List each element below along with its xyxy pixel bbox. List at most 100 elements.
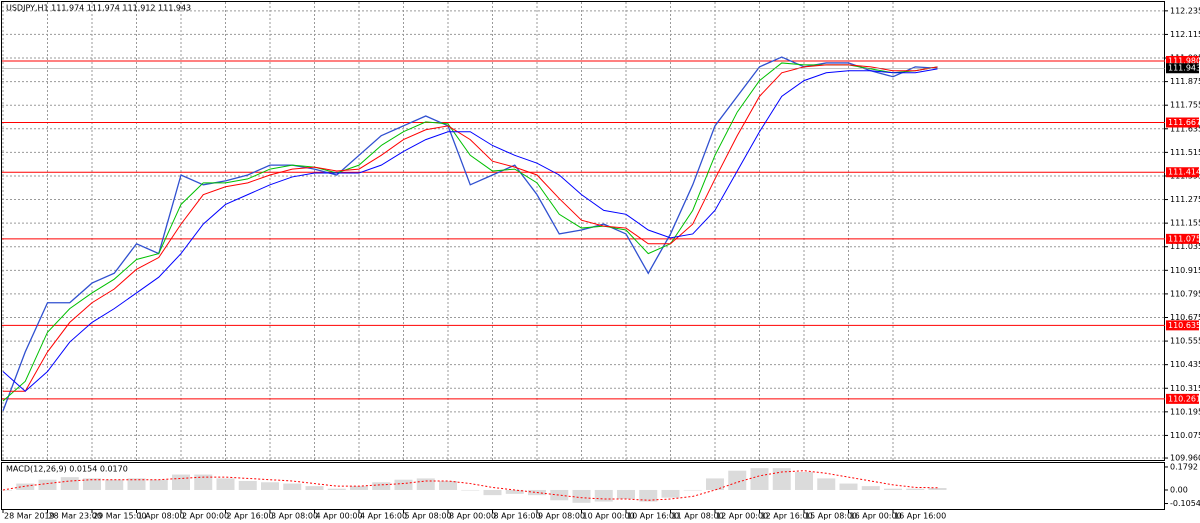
macd-bar — [661, 489, 680, 498]
macd-bar — [172, 474, 190, 490]
macd-title: MACD(12,26,9) 0.0154 0.0170 — [6, 465, 128, 474]
signal-line — [2, 470, 938, 501]
macd-bar — [817, 478, 836, 490]
level-label-box — [1166, 233, 1199, 244]
macd-bar — [216, 478, 235, 490]
level-label-box — [1166, 167, 1199, 178]
macd-bar — [505, 489, 524, 494]
macd-bar — [38, 479, 57, 490]
y-tick-label: 110.315 — [1170, 384, 1200, 393]
x-tick-label: 29 Mar 15:00 — [93, 512, 146, 521]
y-tick-label: 0.00 — [1170, 485, 1188, 494]
y-tick-label: 111.515 — [1170, 148, 1200, 157]
macd-bar — [572, 489, 591, 503]
macd-bar — [617, 489, 635, 499]
x-tick-label: 2 Apr 16:00 — [227, 512, 274, 521]
level-label-box — [1166, 320, 1199, 331]
macd-bar — [238, 480, 257, 490]
y-tick-label: 110.915 — [1170, 266, 1200, 275]
level-label: 111.667 — [1168, 118, 1200, 127]
y-tick-label: 112.115 — [1170, 30, 1200, 39]
macd-bar — [83, 478, 101, 490]
macd-bar — [261, 482, 279, 490]
x-tick-label: 10 Apr 00:00 — [583, 512, 635, 521]
x-tick-label: 4 Apr 16:00 — [360, 512, 407, 521]
macd-bar — [350, 486, 368, 490]
macd-bar — [127, 478, 146, 490]
x-tick-label: 28 Mar 23:00 — [49, 512, 102, 521]
macd-bar — [906, 488, 925, 490]
y-tick-label: 110.795 — [1170, 289, 1200, 298]
macd-bar — [16, 483, 35, 490]
macd-bar — [0, 489, 12, 491]
macd-bar — [483, 489, 502, 496]
x-tick-label: 2 Apr 00:00 — [182, 512, 229, 521]
macd-bar — [283, 483, 302, 490]
y-tick-label: 111.275 — [1170, 195, 1200, 204]
last-price-label: 111.943 — [1168, 64, 1200, 73]
x-tick-label: 15 Apr 08:00 — [805, 512, 857, 521]
x-tick-label: 3 Apr 08:00 — [271, 512, 318, 521]
macd-bar — [439, 480, 457, 490]
y-tick-label: 110.195 — [1170, 407, 1200, 416]
x-tick-label: 12 Apr 16:00 — [761, 512, 813, 521]
level-label: 111.414 — [1168, 168, 1200, 177]
y-tick-label: -0.1054 — [1170, 499, 1200, 508]
macd-bar — [550, 489, 569, 501]
macd-bar — [884, 488, 902, 490]
macd-bar — [639, 489, 658, 502]
macd-bar — [594, 489, 613, 502]
macd-panel — [1, 462, 1165, 510]
x-tick-label: 12 Apr 00:00 — [716, 512, 768, 521]
y-tick-label: 110.435 — [1170, 360, 1200, 369]
macd-bar — [327, 488, 346, 490]
x-tick-label: 1 Apr 08:00 — [138, 512, 185, 521]
y-tick-label: 110.675 — [1170, 313, 1200, 322]
macd-bar — [728, 470, 747, 490]
level-label: 110.261 — [1168, 394, 1200, 403]
last-price-box — [1166, 63, 1199, 74]
level-label: 111.075 — [1168, 234, 1200, 243]
y-tick-label: 111.155 — [1170, 219, 1200, 228]
macd-bar — [839, 483, 858, 490]
macd-bar — [461, 489, 480, 491]
macd-bar — [60, 477, 79, 490]
macd-bar — [861, 486, 880, 490]
x-tick-label: 10 Apr 16:00 — [627, 512, 679, 521]
x-tick-label: 5 Apr 08:00 — [405, 512, 452, 521]
x-tick-label: 11 Apr 08:00 — [672, 512, 724, 521]
x-tick-label: 8 Apr 00:00 — [449, 512, 496, 521]
macd-bar — [795, 471, 813, 490]
y-tick-label: 111.035 — [1170, 242, 1200, 251]
macd-bar — [394, 479, 413, 490]
y-tick-label: 111.755 — [1170, 101, 1200, 110]
y-tick-label: 0.1792 — [1170, 462, 1198, 471]
price-panel — [1, 1, 1165, 461]
macd-bar — [416, 478, 435, 490]
level-label: 110.635 — [1168, 321, 1200, 330]
level-label-box — [1166, 117, 1199, 128]
x-tick-label: 28 Mar 2019 — [4, 512, 55, 521]
y-tick-label: 109.960 — [1170, 454, 1200, 463]
level-label-box — [1166, 393, 1199, 404]
x-tick-label: 16 Apr 00:00 — [850, 512, 902, 521]
macd-bar — [683, 489, 702, 491]
macd-bar — [928, 488, 947, 490]
macd-bar — [772, 468, 791, 490]
y-tick-label: 110.075 — [1170, 431, 1200, 440]
y-tick-label: 111.875 — [1170, 77, 1200, 86]
macd-bar — [305, 486, 324, 490]
price-line — [2, 68, 938, 392]
level-label-box — [1166, 55, 1199, 66]
price-line — [2, 62, 938, 402]
x-tick-label: 9 Apr 08:00 — [538, 512, 585, 521]
price-title: USDJPY,H1 111.974 111.974 111.912 111.94… — [6, 4, 191, 13]
macd-bar — [372, 482, 391, 490]
x-tick-label: 4 Apr 00:00 — [316, 512, 363, 521]
y-tick-label: 111.635 — [1170, 124, 1200, 133]
macd-bar — [194, 474, 213, 490]
macd-bar — [105, 479, 124, 490]
macd-bar — [750, 468, 769, 490]
